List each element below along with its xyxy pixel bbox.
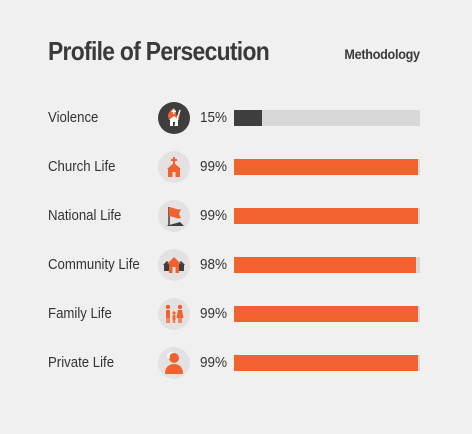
row-percent: 99%: [200, 158, 228, 175]
progress-fill: [234, 208, 419, 224]
row-label: Private Life: [48, 354, 115, 371]
person-icon: [158, 347, 190, 379]
family-icon: [158, 298, 190, 330]
profile-row-family-life: Family Life 99%: [0, 298, 472, 330]
progress-fill: [234, 110, 262, 126]
progress-fill: [234, 257, 417, 273]
progress-fill: [234, 159, 419, 175]
progress-track: [234, 257, 420, 273]
progress-fill: [234, 306, 419, 322]
progress-track: [234, 355, 420, 371]
row-percent: 99%: [200, 207, 228, 224]
profile-row-church-life: Church Life 99%: [0, 151, 472, 183]
row-label: National Life: [48, 207, 122, 224]
profile-row-national-life: National Life 99%: [0, 200, 472, 232]
row-label: Family Life: [48, 305, 112, 322]
row-percent: 98%: [200, 256, 228, 273]
flag-icon: [158, 200, 190, 232]
page-title: Profile of Persecution: [48, 36, 270, 66]
row-percent: 99%: [200, 305, 228, 322]
row-label: Church Life: [48, 158, 116, 175]
row-percent: 99%: [200, 354, 228, 371]
progress-track: [234, 306, 420, 322]
progress-fill: [234, 355, 419, 371]
profile-row-private-life: Private Life 99%: [0, 347, 472, 379]
profile-row-violence: Violence 15%: [0, 102, 472, 134]
community-icon: [158, 249, 190, 281]
methodology-link[interactable]: Methodology: [344, 46, 421, 62]
progress-track: [234, 110, 420, 126]
row-label: Violence: [48, 109, 99, 126]
profile-row-community-life: Community Life 98%: [0, 249, 472, 281]
violence-icon: [158, 102, 190, 134]
progress-track: [234, 159, 420, 175]
church-icon: [158, 151, 190, 183]
row-percent: 15%: [200, 109, 228, 126]
row-label: Community Life: [48, 256, 140, 273]
progress-track: [234, 208, 420, 224]
